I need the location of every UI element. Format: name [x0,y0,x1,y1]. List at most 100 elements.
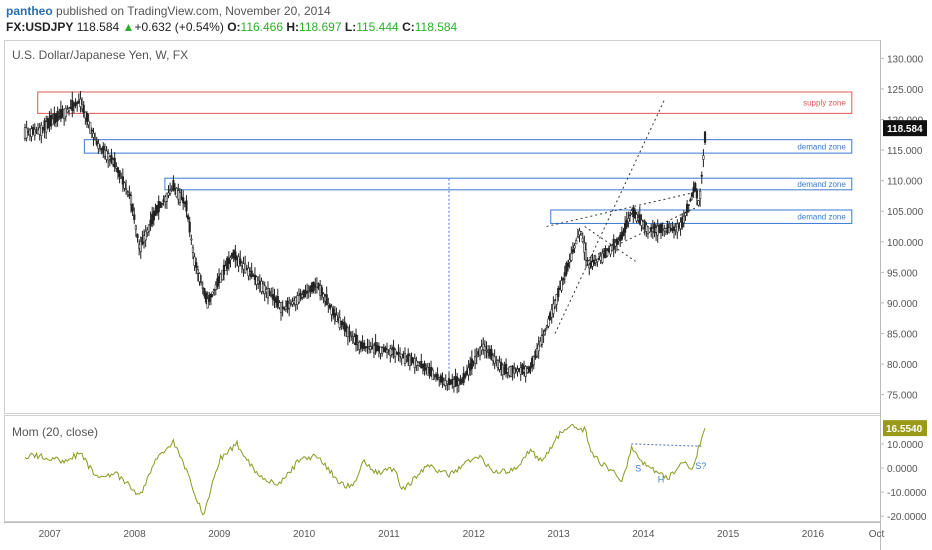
price-tick-label: 110.000 [887,177,923,188]
candle-body [123,182,126,189]
candle-body [116,167,120,174]
candle-body [490,349,493,360]
candle-body [568,259,571,263]
candle-body [190,238,193,241]
candle-body [483,346,486,351]
candle-body [348,331,351,335]
author-name[interactable]: pantheo [6,4,53,18]
last-momentum-label: 16.5540 [886,424,923,435]
candle-body [537,344,540,352]
candle-body [188,221,191,233]
price-tick-label: 85.000 [887,330,918,341]
candle-body [182,197,185,204]
candle-body [98,146,102,149]
demand-zone-box [83,139,853,154]
symbol[interactable]: FX:USDJPY [6,20,74,34]
momentum-tick-label: -10.0000 [887,488,927,499]
last-value-labels: 118.584 16.5540 [883,120,927,437]
candle-body [335,314,338,322]
momentum-panel-frame [4,415,881,522]
x-tick-label: 2015 [717,529,740,540]
y-axis-labels: 130.000125.000120.000115.000110.000105.0… [880,54,927,523]
candle-body [638,214,641,225]
candle-body [473,356,477,364]
candle-body [118,170,121,177]
candle-body [95,140,98,145]
candle-body [601,252,604,263]
candle-body [33,129,36,136]
candle-body [327,303,330,306]
candle-body [196,269,199,274]
candle-body [643,220,646,229]
candle-body [169,189,172,194]
supply-zone-box [37,91,853,114]
demand-zone-label: demand zone [797,213,846,222]
candle-body [268,291,271,296]
x-tick-label: 2016 [802,529,825,540]
momentum-line [24,423,706,516]
open-label: O: [227,20,241,34]
candle-body [195,262,198,268]
candle-body [328,304,332,309]
candle-body [620,232,623,240]
candle-body [354,334,358,346]
candle-body [67,107,71,112]
candle-body [702,155,705,160]
candle-body [172,180,175,191]
demand-zone-label: demand zone [797,180,846,189]
candle-body [703,131,707,143]
x-tick-label: 2008 [123,529,146,540]
candles-layer [23,90,707,394]
candle-body [227,257,230,265]
candle-body [152,211,155,221]
candle-body [695,190,698,199]
candle-body [191,247,195,253]
candle-body [208,294,211,302]
candle-body [234,251,237,261]
candle-body [596,258,599,262]
candle-body [229,257,232,260]
candle-body [160,202,164,205]
candle-body [685,203,689,213]
ohlc-line: FX:USDJPY 118.584 ▲+0.632 (+0.54%) O:116… [6,20,457,34]
candle-body [363,342,366,349]
candle-body [475,355,478,358]
pattern-annotation: S [635,464,641,474]
x-tick-label: 2010 [293,529,316,540]
candle-body [89,122,92,134]
candle-body [579,231,583,234]
candle-body [139,240,142,252]
x-axis-labels: 2007 2008 2009 2010 2011 2012 2013 2014 2015 2016… [39,529,885,540]
price-tick-label: 125.000 [887,85,924,96]
candle-body [576,236,579,239]
candle-body [165,192,168,202]
last-momentum-label-bg [883,420,927,437]
x-tick-label: 2011 [378,529,400,540]
low-value: 115.444 [356,20,399,34]
neckline [631,443,704,447]
candle-body [121,176,124,185]
candle-body [110,154,113,163]
last-price-label-bg [883,120,927,137]
candle-body [40,124,43,136]
candle-body [625,219,628,228]
candle-body [211,291,214,295]
candle-body [573,245,576,249]
price-chart-title: U.S. Dollar/Japanese Yen, W, FX [12,48,188,62]
momentum-tick-label: -20.0000 [887,512,927,523]
last-price-label: 118.584 [887,124,923,135]
x-tick-label: 2009 [208,529,231,540]
candle-body [64,108,67,118]
candle-body [690,192,694,197]
x-tick-label: 2014 [632,529,655,540]
candle-body [186,215,190,220]
candle-body [325,294,328,306]
candle-body [203,288,206,297]
candle-body [584,249,588,261]
candle-body [542,334,545,336]
candle-body [700,175,703,177]
candle-body [102,146,105,154]
candle-body [624,223,627,233]
momentum-tick-label: 10.0000 [887,440,924,451]
